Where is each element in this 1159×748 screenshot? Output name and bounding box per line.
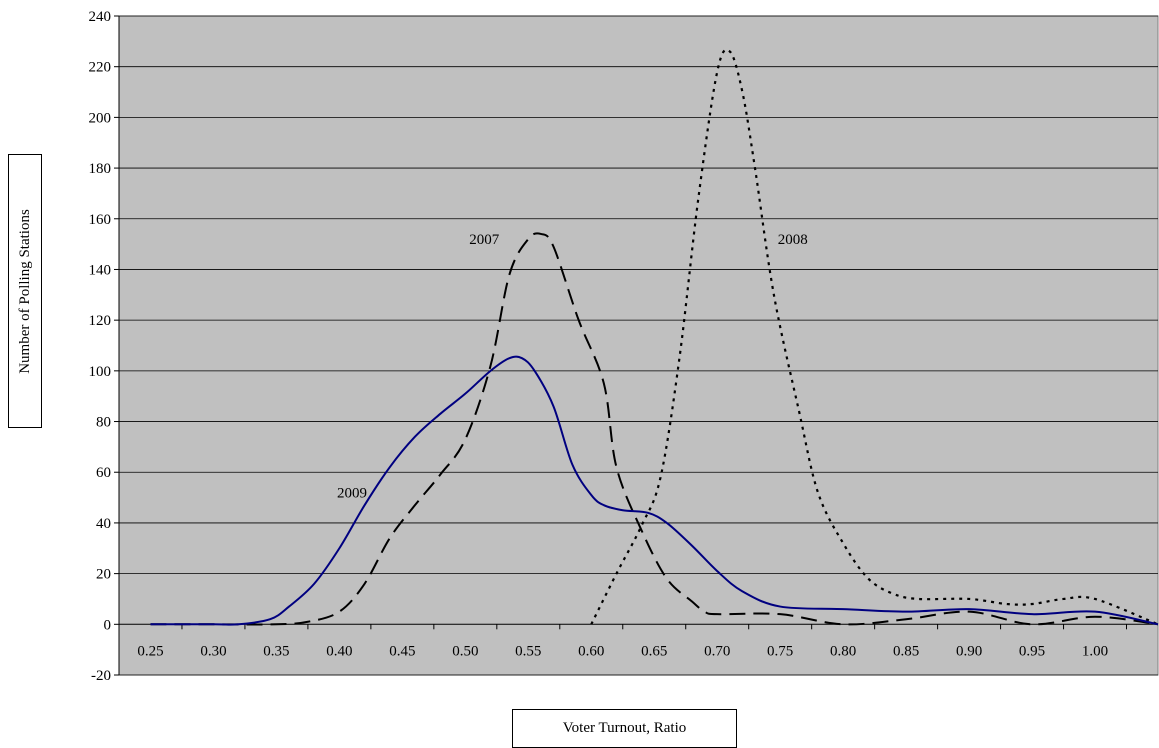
y-tick-label: 0: [104, 617, 112, 633]
x-tick-label: 0.50: [452, 643, 478, 659]
plot-area: [118, 15, 1159, 676]
y-tick-label: 60: [96, 465, 111, 481]
x-tick-label: 0.45: [389, 643, 415, 659]
y-tick-label: 160: [89, 212, 112, 228]
series-lines: [150, 48, 1159, 626]
y-axis-label: Number of Polling Stations: [16, 208, 33, 374]
series-line-2007: [150, 232, 1159, 626]
x-tick-label: 0.40: [326, 643, 352, 659]
axes: [114, 15, 1158, 676]
x-tick-label: 0.55: [515, 643, 541, 659]
x-tick-label: 0.85: [893, 643, 919, 659]
y-tick-label: 140: [89, 262, 112, 278]
series-annotations: 2007 2008 2009: [337, 232, 808, 501]
x-tick-label: 0.95: [1019, 643, 1045, 659]
y-tick-label: 200: [89, 110, 112, 126]
y-tick-label: 180: [89, 161, 112, 177]
y-tick-label: 80: [96, 415, 111, 431]
x-tick-label: 0.25: [137, 643, 163, 659]
x-axis-label-box: Voter Turnout, Ratio: [512, 709, 737, 748]
x-tick-label: 0.30: [200, 643, 226, 659]
x-tick-label: 0.35: [263, 643, 289, 659]
annotation-2009: 2009: [337, 486, 367, 502]
y-tick-label: 240: [89, 9, 112, 25]
x-tick-label: 0.90: [956, 643, 982, 659]
series-line-2008: [590, 48, 1159, 626]
gridlines: [119, 15, 1158, 676]
y-axis-label-box: Number of Polling Stations: [8, 154, 42, 428]
series-line-2009: [150, 355, 1159, 626]
y-tick-label: 120: [89, 313, 112, 329]
y-tick-label: 40: [96, 516, 111, 532]
annotation-2007: 2007: [469, 232, 500, 248]
y-tick-label: 20: [96, 567, 111, 583]
y-tick-label: 100: [89, 364, 112, 380]
y-tick-label: 220: [89, 60, 112, 76]
x-axis-label: Voter Turnout, Ratio: [562, 720, 687, 736]
x-tick-label: 1.00: [1082, 643, 1108, 659]
x-tick-label: 0.60: [578, 643, 604, 659]
y-tick-label: -20: [91, 668, 111, 684]
x-tick-label: 0.80: [830, 643, 856, 659]
x-tick-label: 0.75: [767, 643, 793, 659]
x-tick-labels: 0.25 0.30 0.35 0.40 0.45 0.50 0.55 0.60 0.65 0.70…: [137, 643, 1108, 659]
annotation-2008: 2008: [778, 232, 808, 248]
x-tick-label: 0.70: [704, 643, 730, 659]
x-tick-label: 0.65: [641, 643, 667, 659]
y-tick-labels: -20 0 20 40 60 80 100 120 140 160 180 200 220 240: [89, 9, 112, 684]
